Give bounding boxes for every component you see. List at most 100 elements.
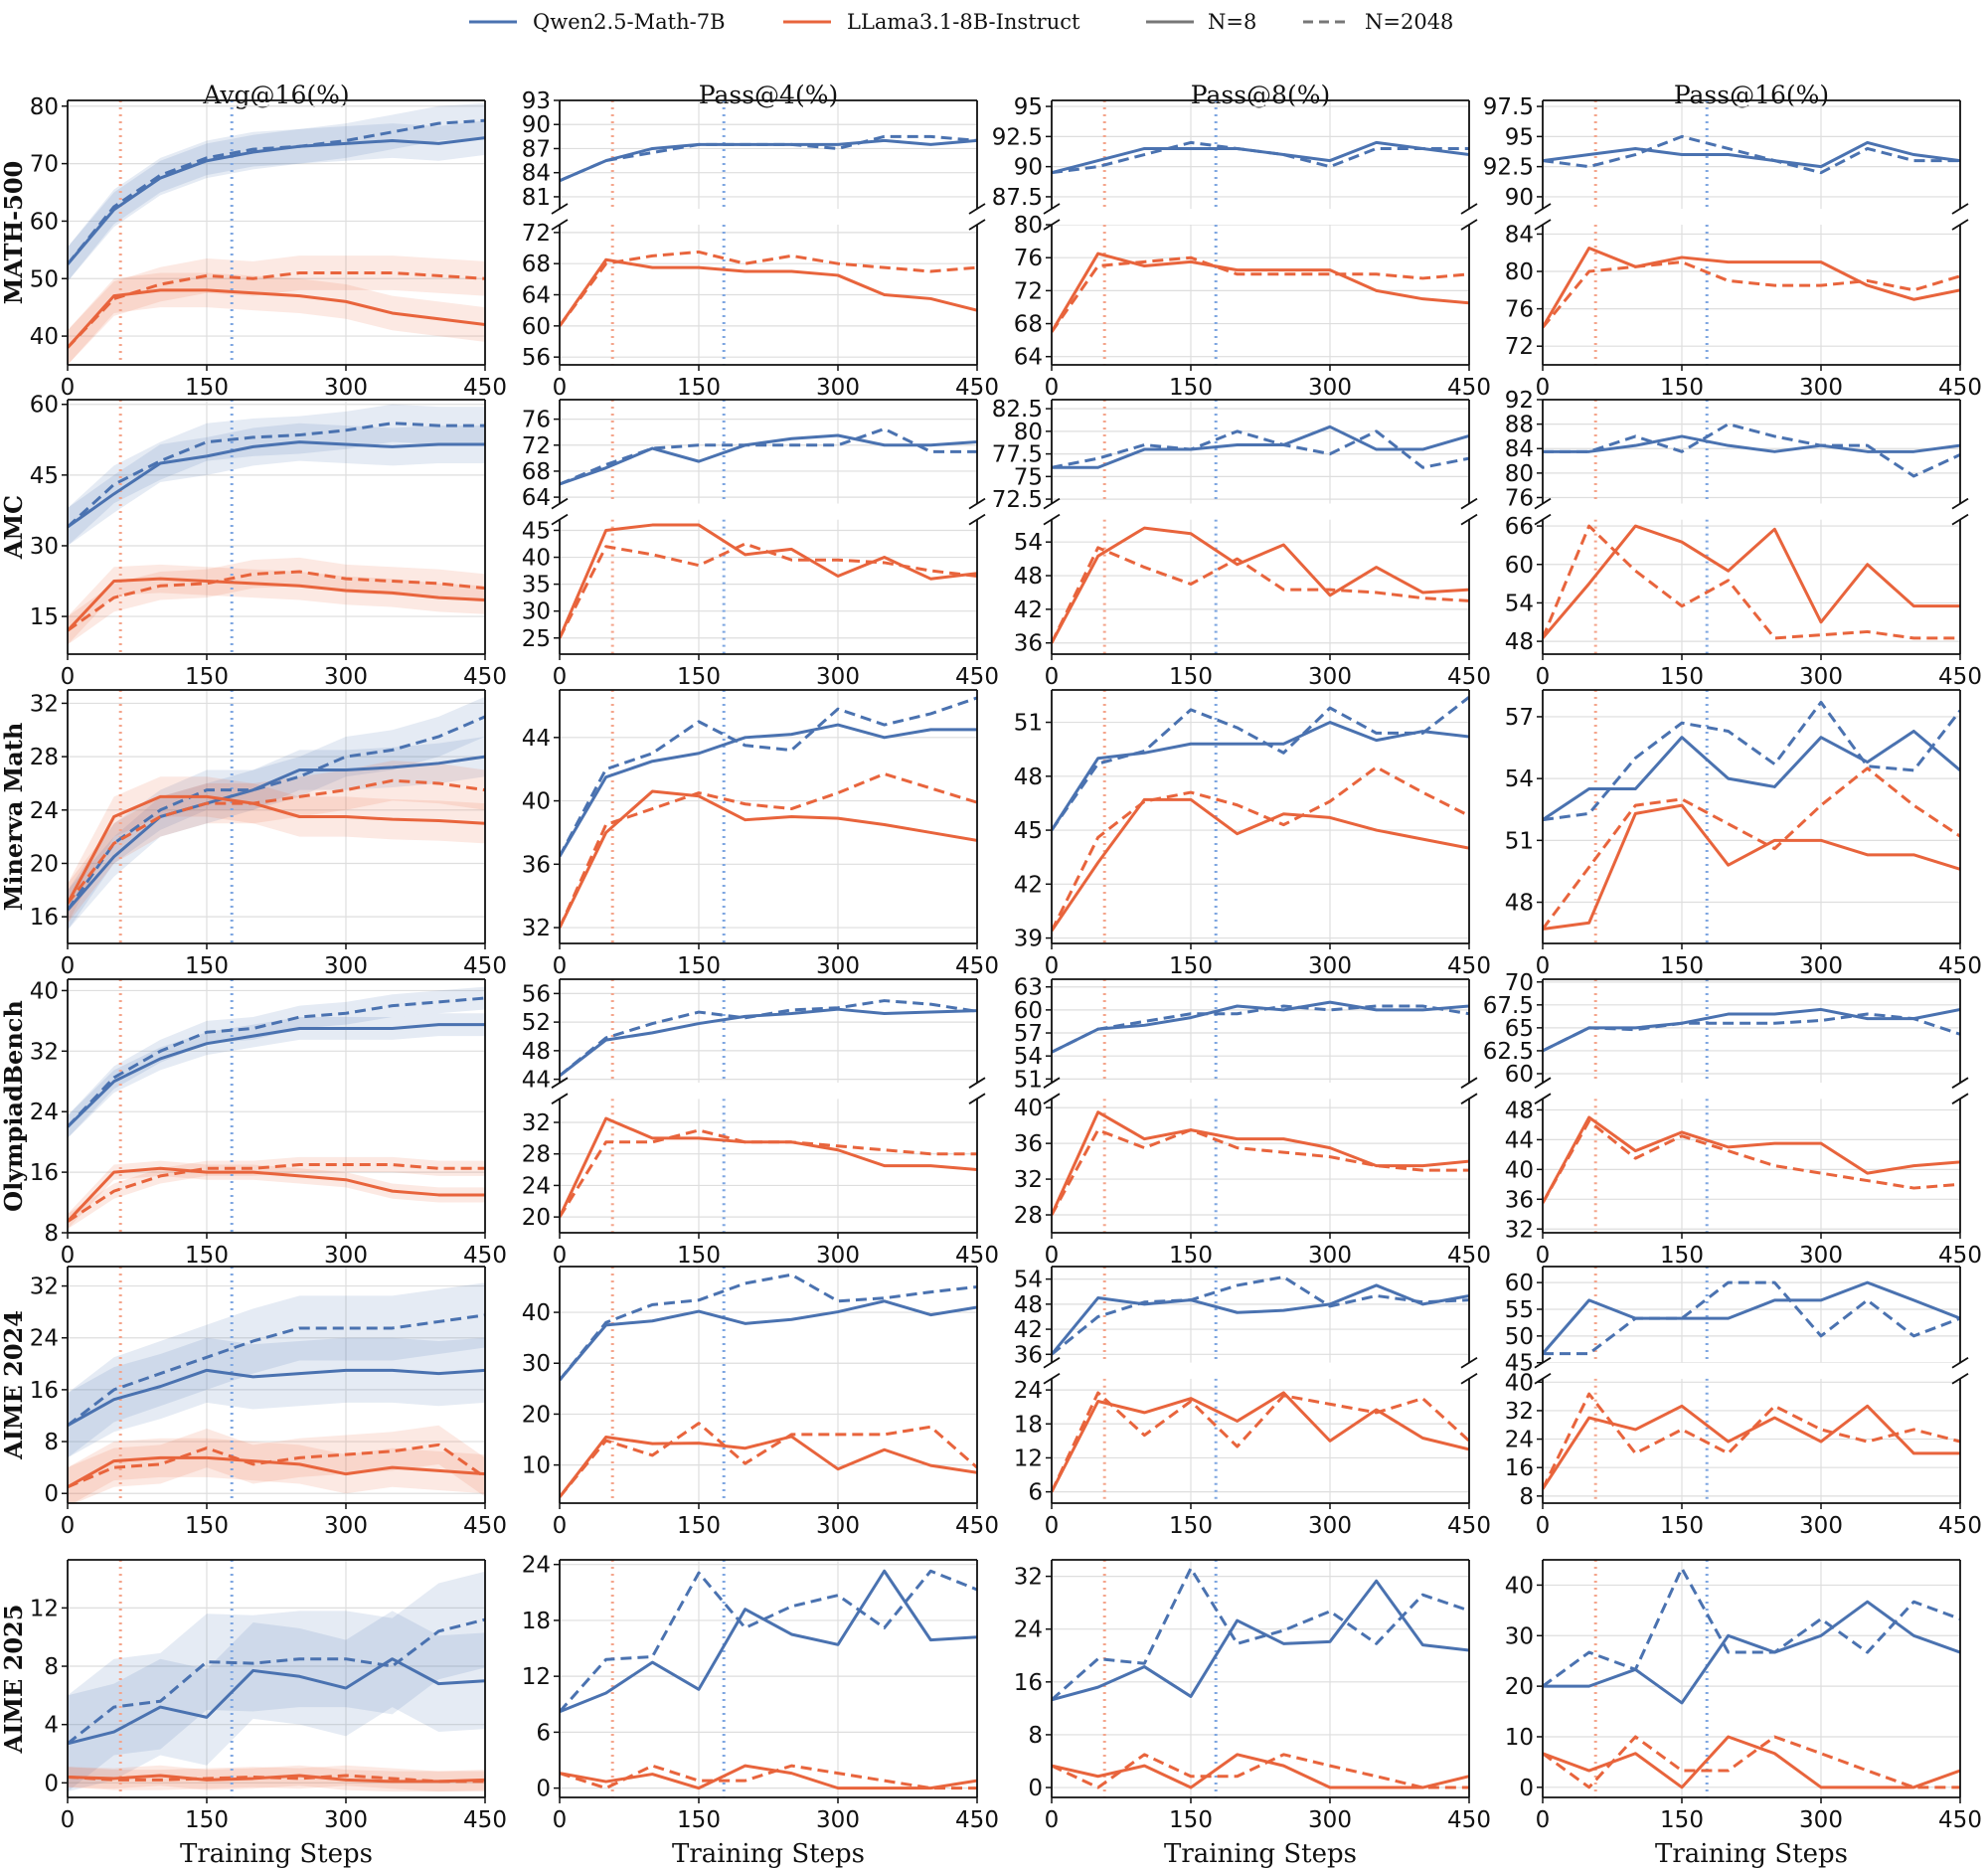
x-tick-label: 300 (324, 664, 368, 690)
y-tick-label: 28 (522, 1142, 551, 1168)
x-tick-label: 150 (185, 1243, 229, 1269)
y-tick-label: 90 (1014, 155, 1043, 181)
axis-break-mark (1534, 1077, 1552, 1089)
x-tick-label: 300 (1799, 1243, 1843, 1269)
panel-r5-c1: 0 6 12 18 24 0 150 300 450 (522, 1553, 999, 1833)
x-tick-label: 150 (677, 953, 721, 979)
axis-break-mark (1043, 1093, 1061, 1105)
y-tick-label: 20 (522, 1402, 551, 1428)
qwen-n2048-line (1543, 134, 1960, 175)
x-tick-label: 300 (324, 1513, 368, 1539)
y-tick-label: 16 (1505, 1455, 1534, 1481)
axis-break-mark (1534, 497, 1552, 510)
y-tick-label: 0 (1028, 1776, 1043, 1801)
x-tick-label: 300 (1799, 1807, 1843, 1833)
y-tick-label: 40 (30, 324, 59, 350)
x-tick-label: 300 (816, 664, 860, 690)
qwen-n2048-line (560, 134, 977, 183)
y-tick-label: 80 (1014, 213, 1043, 239)
x-tick-label: 450 (1447, 1807, 1491, 1833)
qwen-n8-line (68, 1023, 485, 1128)
y-tick-label: 32 (1014, 1167, 1043, 1193)
row-title: AIME 2025 (0, 1605, 28, 1755)
axis-break-mark (1460, 1077, 1478, 1089)
llama-n2048-line (1543, 766, 1960, 931)
qwen-n2048-line (68, 715, 485, 912)
y-tick-label: 81 (522, 185, 551, 211)
qwen-n8-band (68, 120, 485, 282)
qwen-n8-line (1543, 1280, 1960, 1355)
x-tick-label: 150 (185, 1513, 229, 1539)
plot-area (1052, 400, 1469, 504)
y-tick-label: 8 (44, 1430, 59, 1455)
qwen-n8-band (68, 1337, 485, 1458)
y-tick-label: 10 (1505, 1725, 1534, 1751)
x-tick-label: 0 (553, 953, 568, 979)
y-tick-label: 97.5 (1483, 94, 1534, 120)
y-tick-label: 65 (1505, 1016, 1534, 1042)
llama-n2048-line (1052, 255, 1469, 333)
qwen-n8-line (1543, 1600, 1960, 1705)
llama-n2048-line (1052, 765, 1469, 933)
qwen-n2048-line (560, 696, 977, 858)
plot-area (1052, 1378, 1469, 1503)
y-tick-label: 16 (30, 1160, 59, 1186)
x-axis-label: Training Steps (180, 1839, 373, 1869)
llama-n2048-line (1052, 1128, 1469, 1216)
plot-area (560, 1099, 977, 1233)
plot-area (68, 1560, 485, 1797)
x-tick-label: 0 (61, 664, 76, 690)
y-tick-label: 20 (1505, 1674, 1534, 1700)
x-tick-label: 150 (185, 375, 229, 401)
qwen-n8-line (1052, 1579, 1469, 1702)
axis-break-mark (1460, 513, 1478, 526)
x-tick-label: 150 (1169, 664, 1213, 690)
qwen-n8-line (68, 440, 485, 529)
panel-r2-c1: 32 36 40 44 0 150 300 450 (522, 689, 999, 979)
y-tick-label: 40 (30, 978, 59, 1004)
y-tick-label: 52 (522, 1010, 551, 1036)
qwen-n8-line (1543, 729, 1960, 821)
y-tick-label: 32 (1014, 1565, 1043, 1591)
y-tick-label: 24 (30, 1100, 59, 1125)
x-tick-label: 450 (1447, 664, 1491, 690)
plot-area (68, 1267, 485, 1503)
y-tick-label: 77.5 (992, 442, 1043, 468)
plot-area (1543, 1560, 1960, 1797)
llama-n8-line (560, 257, 977, 327)
x-tick-label: 150 (1660, 1513, 1704, 1539)
qwen-n2048-band (68, 1571, 485, 1792)
x-tick-label: 0 (1536, 664, 1551, 690)
y-tick-label: 84 (1505, 436, 1534, 462)
y-tick-label: 40 (1014, 1096, 1043, 1121)
y-tick-label: 40 (522, 546, 551, 572)
y-tick-label: 40 (522, 789, 551, 815)
y-tick-label: 24 (1014, 1378, 1043, 1404)
y-tick-label: 90 (522, 112, 551, 138)
x-tick-label: 450 (1447, 953, 1491, 979)
y-tick-label: 68 (522, 459, 551, 485)
x-axis-label: Training Steps (1164, 1839, 1357, 1869)
y-tick-label: 57 (1014, 1021, 1043, 1047)
llama-n8-line (1543, 247, 1960, 329)
panel-r0-c0: 40 50 60 70 80 0 150 300 450 (30, 94, 507, 401)
x-tick-label: 450 (463, 664, 507, 690)
y-tick-label: 35 (522, 573, 551, 598)
y-tick-label: 54 (1014, 1044, 1043, 1070)
llama-n2048-line (560, 1422, 977, 1498)
qwen-n8-line (560, 433, 977, 486)
y-tick-label: 30 (1505, 1623, 1534, 1649)
qwen-n2048-line (68, 1617, 485, 1745)
y-tick-label: 45 (522, 518, 551, 544)
y-tick-label: 28 (30, 745, 59, 770)
y-tick-label: 84 (1505, 222, 1534, 248)
x-tick-label: 450 (955, 375, 999, 401)
qwen-n8-line (68, 1368, 485, 1428)
llama-n8-band (68, 564, 485, 645)
x-tick-label: 300 (816, 375, 860, 401)
x-tick-label: 0 (1536, 1243, 1551, 1269)
panel-r2-c2: 39 42 45 48 51 0 150 300 450 (1014, 689, 1491, 979)
qwen-n8-line (1052, 425, 1469, 469)
